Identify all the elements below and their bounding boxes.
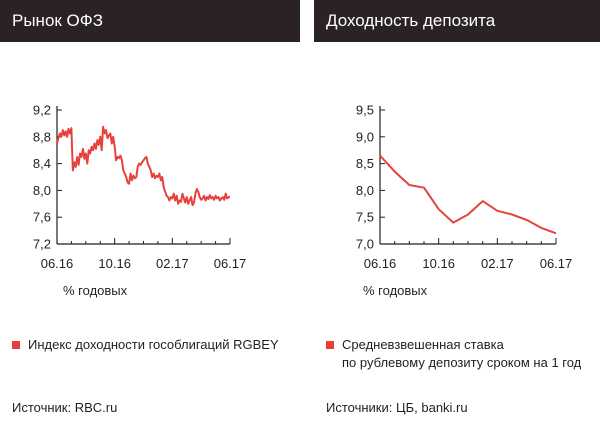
ofz-yield-chart: 7,2 7,6 8,0 8,4 8,8 9,2 06.16 10.16 02.17 06.17 <box>33 103 247 272</box>
chart-title: Доходность депозита <box>314 0 600 42</box>
legend-marker <box>12 341 20 349</box>
y-unit-label: % годовых <box>363 283 428 298</box>
legend-label-line2: по рублевому депозиту сроком на 1 год <box>342 355 582 370</box>
panel-deposit-yield: Доходность депозита 7,0 7,5 8,0 8,5 9,0 9,5 06… <box>314 0 600 425</box>
x-tick-label: 06.17 <box>214 256 247 271</box>
panel-ofz-market: Рынок ОФЗ 7,2 7,6 8,0 8,4 8,8 9,2 06.16 10.16 02… <box>0 0 300 415</box>
legend: Средневзвешенная ставка по рублевому деп… <box>326 336 598 376</box>
y-tick-label: 7,5 <box>356 210 374 225</box>
x-tick-label: 06.17 <box>540 256 573 271</box>
y-tick-label: 8,5 <box>356 156 374 171</box>
y-unit-label: % годовых <box>63 283 128 298</box>
series-line <box>379 154 557 235</box>
x-tick-label: 06.16 <box>41 256 74 271</box>
y-tick-label: 7,2 <box>33 237 51 252</box>
y-tick-label: 8,0 <box>33 183 51 198</box>
legend-label-line1: Средневзвешенная ставка <box>342 337 504 352</box>
x-tick-label: 02.17 <box>156 256 189 271</box>
deposit-rate-chart: 7,0 7,5 8,0 8,5 9,0 9,5 06.16 10.16 02.17 06.17 <box>356 103 573 272</box>
legend-marker <box>326 341 334 349</box>
x-tick-label: 02.17 <box>481 256 514 271</box>
y-tick-label: 9,0 <box>356 129 374 144</box>
y-tick-label: 9,5 <box>356 103 374 118</box>
series-line <box>56 125 230 207</box>
source-note: Источник: RBC.ru <box>12 400 118 415</box>
y-tick-label: 7,0 <box>356 237 374 252</box>
x-tick-label: 10.16 <box>422 256 455 271</box>
legend: Индекс доходности гособлигаций RGBEY <box>12 336 297 356</box>
y-tick-label: 8,0 <box>356 183 374 198</box>
y-tick-label: 9,2 <box>33 103 51 118</box>
y-tick-label: 8,4 <box>33 156 51 171</box>
source-note: Источники: ЦБ, banki.ru <box>326 400 468 415</box>
y-tick-label: 8,8 <box>33 129 51 144</box>
x-tick-label: 06.16 <box>364 256 397 271</box>
legend-label: Индекс доходности гособлигаций RGBEY <box>28 337 279 352</box>
x-tick-label: 10.16 <box>98 256 131 271</box>
y-tick-label: 7,6 <box>33 210 51 225</box>
chart-title: Рынок ОФЗ <box>0 0 300 42</box>
